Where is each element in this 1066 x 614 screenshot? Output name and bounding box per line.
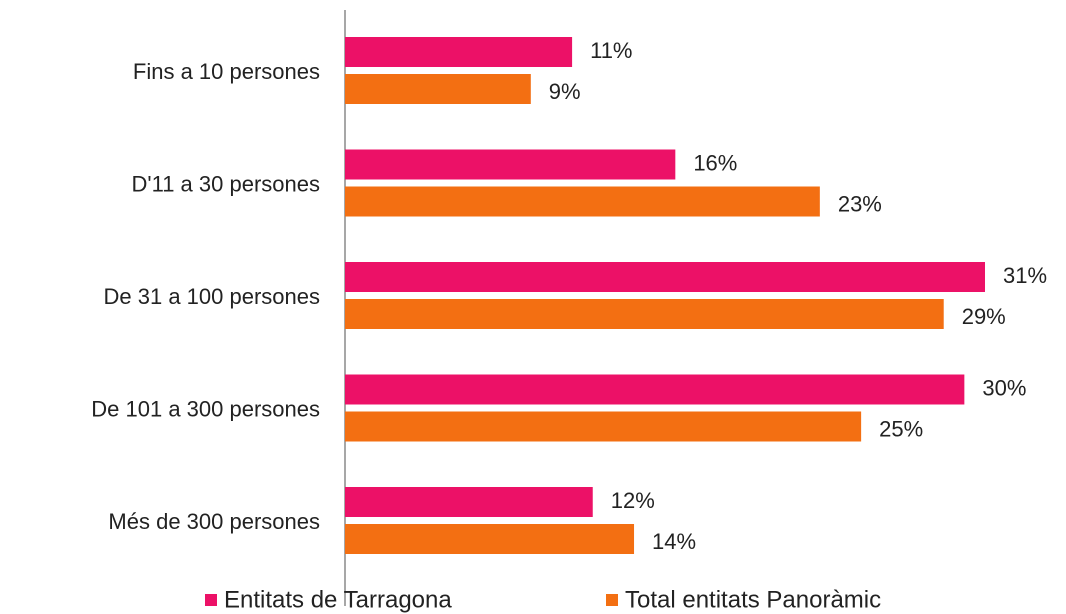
data-label: 23% [838,191,882,216]
data-label: 30% [982,375,1026,400]
data-label: 31% [1003,263,1047,288]
category-label: D'11 a 30 persones [132,171,320,196]
category-label: De 101 a 300 persones [91,396,320,421]
bar [345,37,573,67]
legend-swatch [205,594,217,606]
category-label: Més de 300 persones [108,509,320,534]
data-label: 14% [652,529,696,554]
data-label: 25% [879,416,923,441]
data-label: 12% [611,488,655,513]
bar [345,149,676,180]
legend-swatch [606,594,618,606]
bar [345,487,593,517]
bar [345,374,965,405]
data-label: 29% [962,304,1006,329]
bar [345,186,820,217]
category-label: Fins a 10 persones [133,59,320,84]
bar [345,262,985,292]
bar [345,74,531,104]
data-label: 16% [693,150,737,175]
bar [345,524,635,554]
data-label: 9% [549,79,581,104]
bar [345,411,862,442]
bar [345,299,944,329]
legend-label: Total entitats Panoràmic [625,586,881,613]
legend-label: Entitats de Tarragona [224,586,452,613]
data-label: 11% [590,38,632,63]
category-label: De 31 a 100 persones [104,284,321,309]
